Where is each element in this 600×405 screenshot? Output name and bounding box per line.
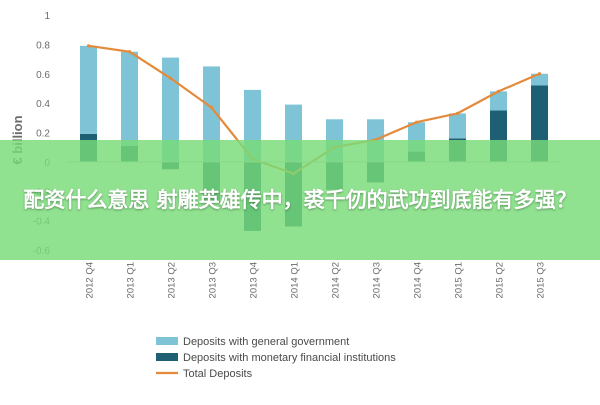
total-deposits-point-10 xyxy=(455,111,460,116)
headline-banner: 配资什么意思 射雕英雄传中，裘千仞的武功到底能有多强？ xyxy=(0,140,600,260)
y-tick-label: 1 xyxy=(44,11,50,22)
x-tick-label: 2015 Q3 xyxy=(536,262,547,298)
x-tick-label: 2014 Q2 xyxy=(331,262,342,298)
bar-general-government-10 xyxy=(449,113,466,139)
legend-swatch-2 xyxy=(156,353,178,361)
legend-label-3: Total Deposits xyxy=(183,368,253,380)
legend-label-2: Deposits with monetary financial institu… xyxy=(183,352,396,364)
total-deposits-point-9 xyxy=(414,120,419,124)
x-tick-label: 2013 Q4 xyxy=(249,262,260,298)
total-deposits-point-1 xyxy=(86,44,91,48)
total-deposits-point-12 xyxy=(537,72,542,76)
x-tick-label: 2013 Q2 xyxy=(167,262,178,298)
bar-general-government-12 xyxy=(531,73,548,86)
bar-general-government-4 xyxy=(203,66,220,162)
y-tick-label: 0.4 xyxy=(36,99,50,110)
total-deposits-point-11 xyxy=(496,89,501,93)
x-tick-label: 2013 Q1 xyxy=(126,262,137,298)
headline-text: 配资什么意思 射雕英雄传中，裘千仞的武功到底能有多强？ xyxy=(23,188,577,212)
bar-general-government-1 xyxy=(80,45,97,134)
total-deposits-point-3 xyxy=(168,76,173,80)
x-tick-label: 2013 Q3 xyxy=(208,262,219,298)
y-tick-label: 0.6 xyxy=(36,70,50,81)
legend-label-1: Deposits with general government xyxy=(183,336,349,348)
x-tick-label: 2015 Q1 xyxy=(454,262,465,298)
bar-general-government-3 xyxy=(162,57,179,162)
y-tick-label: 0.2 xyxy=(36,129,50,140)
x-tick-label: 2014 Q3 xyxy=(372,262,383,298)
y-tick-label: 0.8 xyxy=(36,40,50,51)
legend: Deposits with general government Deposits… xyxy=(156,336,396,380)
bar-general-government-11 xyxy=(490,91,507,111)
total-deposits-point-4 xyxy=(209,105,214,110)
total-deposits-point-2 xyxy=(127,50,132,54)
x-tick-label: 2014 Q4 xyxy=(413,262,424,298)
legend-swatch-1 xyxy=(156,337,178,345)
x-tick-label: 2014 Q1 xyxy=(290,262,301,298)
bar-general-government-2 xyxy=(121,51,138,146)
x-tick-label: 2012 Q4 xyxy=(85,262,96,298)
x-tick-label: 2015 Q2 xyxy=(495,262,506,298)
